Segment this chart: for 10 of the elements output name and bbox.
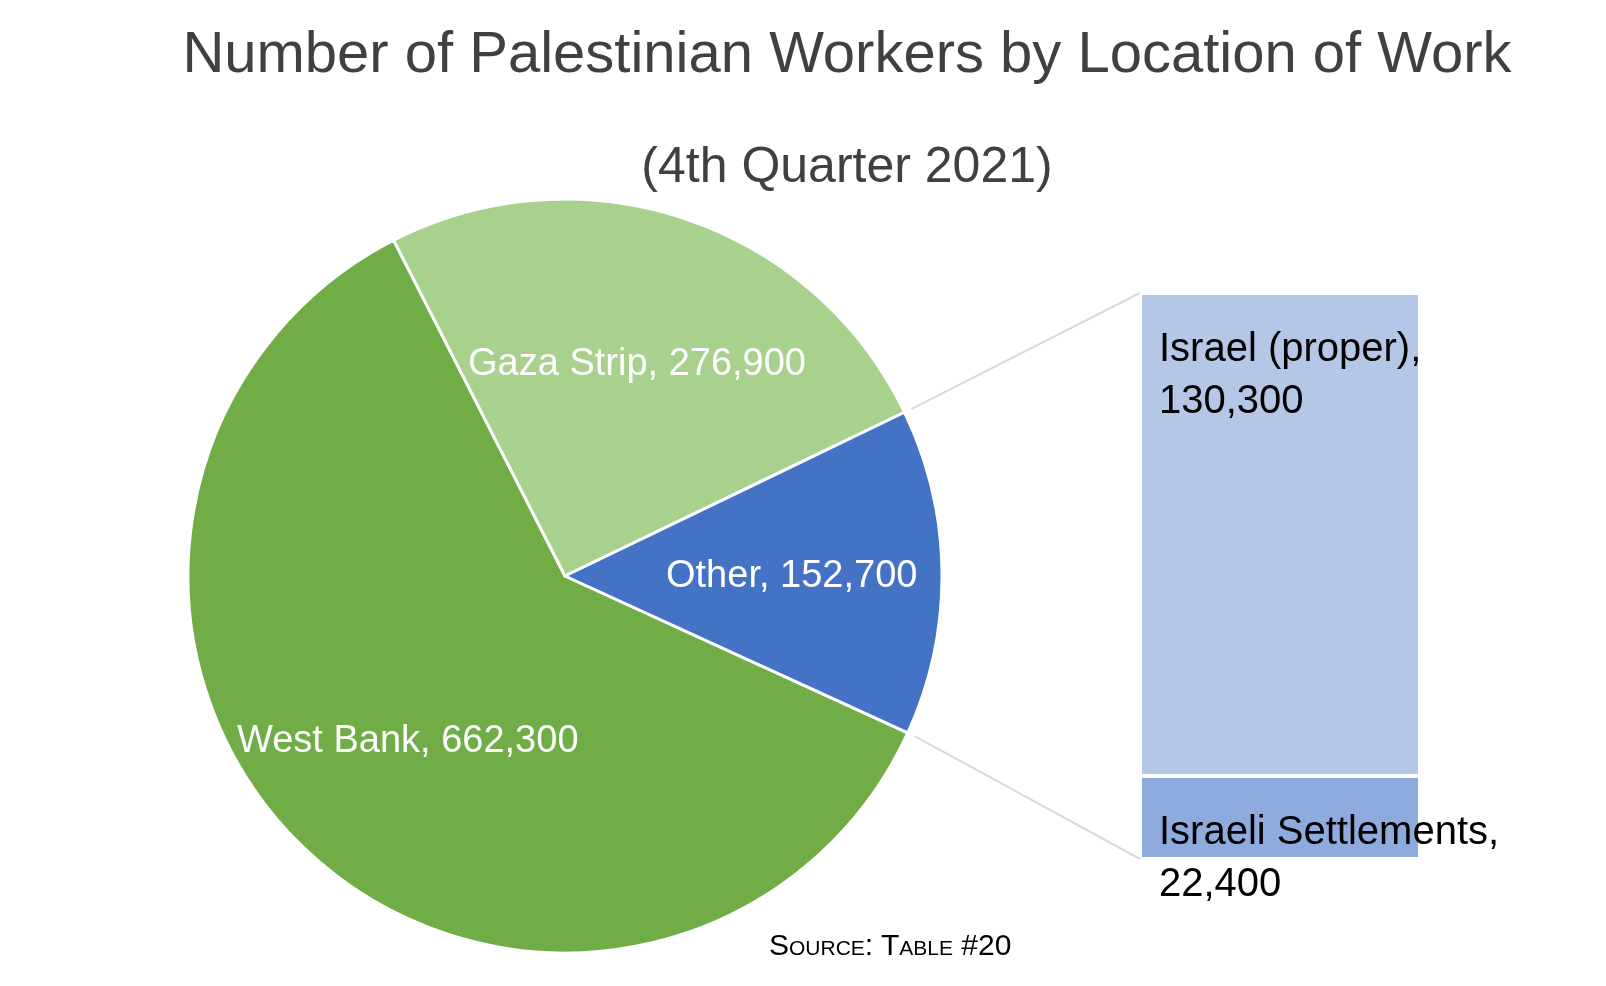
slice-label: West Bank, 662,300	[237, 718, 579, 760]
slice-label: Other, 152,700	[666, 553, 918, 595]
data-label: 22,400	[1159, 860, 1282, 904]
series-label: Israel (proper),	[1159, 325, 1422, 369]
series-label: Israeli Settlements,	[1159, 808, 1500, 852]
chart-title: Number of Palestinian Workers by Location of Work	[182, 19, 1513, 85]
data-label: 130,300	[1159, 377, 1304, 421]
slice-label: Gaza Strip, 276,900	[468, 341, 806, 383]
source-note: Source: Table #20	[769, 928, 1012, 961]
chart-subtitle: (4th Quarter 2021)	[641, 136, 1053, 193]
